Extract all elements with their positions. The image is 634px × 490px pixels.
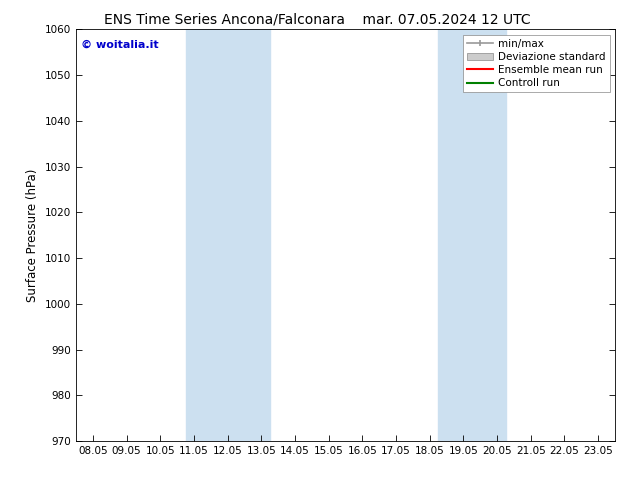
Y-axis label: Surface Pressure (hPa): Surface Pressure (hPa) (27, 169, 39, 302)
Text: ENS Time Series Ancona/Falconara    mar. 07.05.2024 12 UTC: ENS Time Series Ancona/Falconara mar. 07… (104, 12, 530, 26)
Bar (438, 29, 505, 441)
Text: © woitalia.it: © woitalia.it (81, 40, 159, 49)
Bar (186, 29, 269, 441)
Legend: min/max, Deviazione standard, Ensemble mean run, Controll run: min/max, Deviazione standard, Ensemble m… (463, 35, 610, 92)
